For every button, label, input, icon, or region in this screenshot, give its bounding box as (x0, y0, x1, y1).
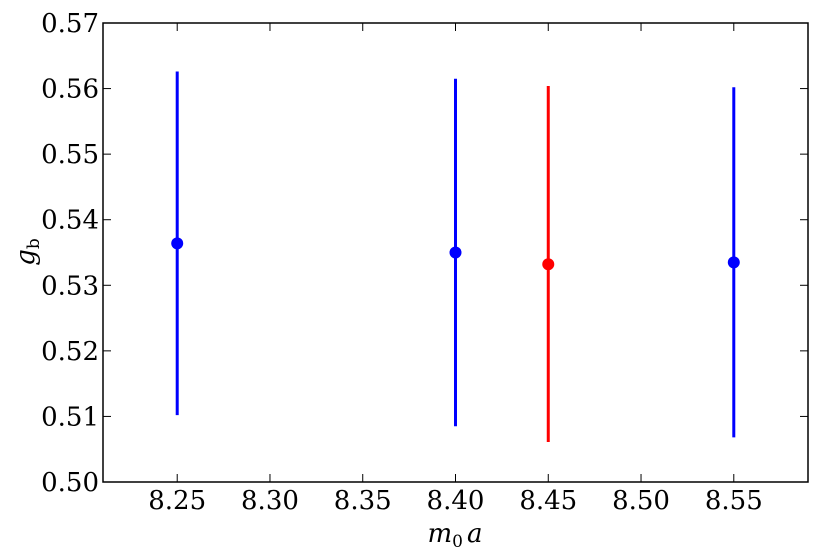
x-tick-label: 8.55 (705, 486, 763, 516)
data-point (449, 246, 462, 259)
y-tick-label: 0.53 (41, 271, 99, 301)
y-tick-label: 0.51 (41, 402, 99, 432)
x-tick-label: 8.45 (519, 486, 577, 516)
x-tick-label: 8.35 (334, 486, 392, 516)
y-tick-label: 0.56 (41, 75, 99, 105)
x-tick-label: 8.50 (612, 486, 670, 516)
y-tick-label: 0.52 (41, 337, 99, 367)
marks-layer (171, 71, 740, 443)
labels-layer: m0 a gb (11, 238, 483, 552)
x-tick-label: 8.30 (241, 486, 299, 516)
data-point (171, 237, 184, 250)
data-point (727, 256, 740, 269)
y-tick-label: 0.57 (41, 9, 99, 39)
y-axis-label-main: g (11, 249, 41, 266)
y-axis-label: gb (11, 238, 44, 266)
x-tick-label: 8.25 (148, 486, 206, 516)
y-axis-label-sub: b (24, 238, 44, 249)
x-tick-label: 8.40 (427, 486, 485, 516)
y-tick-label: 0.54 (41, 206, 99, 236)
x-axis-label-tail: a (467, 519, 483, 549)
x-axis-label-main: m (428, 519, 453, 549)
plot-frame (102, 22, 809, 483)
data-point (542, 258, 555, 271)
ticks-layer: 8.25 8.30 8.35 8.40 8.45 8.50 8.55 0.50 0.51 0.52… (41, 9, 808, 516)
x-axis-label: m0 a (428, 519, 483, 552)
x-axis-label-sub: 0 (452, 532, 463, 552)
y-tick-label: 0.55 (41, 140, 99, 170)
y-tick-label: 0.50 (41, 468, 99, 498)
